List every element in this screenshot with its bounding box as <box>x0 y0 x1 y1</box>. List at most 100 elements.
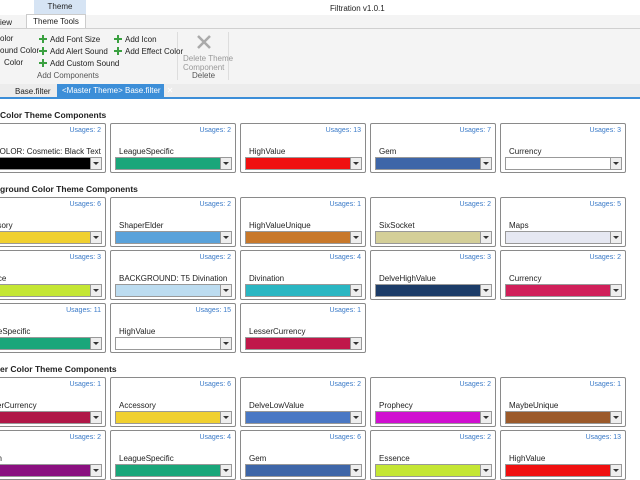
dropdown-button[interactable] <box>220 231 232 244</box>
card[interactable]: Usages: 4 LeagueSpecific <box>110 430 236 480</box>
usages-label: Usages: 1 <box>329 201 361 208</box>
color-swatch <box>505 464 611 477</box>
component-name: BACKGROUND: T5 Divination <box>119 274 228 283</box>
card[interactable]: Usages: 3 Currency <box>500 123 626 173</box>
card[interactable]: Usages: 2 DelveLowValue <box>240 377 366 427</box>
color-swatch <box>115 231 221 244</box>
section-title: er Color Theme Components <box>0 364 117 374</box>
card[interactable]: Usages: 5 Maps <box>500 197 626 247</box>
delete-button[interactable]: Delete Theme Component <box>183 54 233 72</box>
dropdown-button[interactable] <box>220 337 232 350</box>
card[interactable]: Usages: 3 DelveHighValue <box>370 250 496 300</box>
dropdown-button[interactable] <box>480 411 492 424</box>
card[interactable]: Usages: 2 ach <box>0 430 106 480</box>
usages-label: Usages: 6 <box>329 434 361 441</box>
doc-tab-active[interactable]: <Master Theme> Base.filter ✕ <box>57 84 173 97</box>
card[interactable]: Usages: 2 SixSocket <box>370 197 496 247</box>
label: Component <box>183 63 225 72</box>
ribbon-button[interactable]: Add Alert Sound <box>50 47 108 56</box>
ribbon-button[interactable]: Add Icon <box>125 35 157 44</box>
color-swatch <box>0 337 91 350</box>
usages-label: Usages: 3 <box>459 254 491 261</box>
usages-label: Usages: 15 <box>195 307 231 314</box>
delete-icon <box>196 34 212 50</box>
dropdown-button[interactable] <box>90 284 102 297</box>
dropdown-button[interactable] <box>90 464 102 477</box>
card[interactable]: Usages: 2 ShaperElder <box>110 197 236 247</box>
ribbon-button[interactable]: Add Effect Color <box>125 47 184 56</box>
card[interactable]: Usages: 6 Gem <box>240 430 366 480</box>
card[interactable]: Usages: 2 BACKGROUND: T5 Divination <box>110 250 236 300</box>
card[interactable]: Usages: 6 essory <box>0 197 106 247</box>
card[interactable]: Usages: 1 sserCurrency <box>0 377 106 427</box>
card[interactable]: Usages: 1 MaybeUnique <box>500 377 626 427</box>
card[interactable]: Usages: 2 Prophecy <box>370 377 496 427</box>
ribbon-tab[interactable]: Theme Tools <box>26 14 86 28</box>
dropdown-button[interactable] <box>220 411 232 424</box>
card[interactable]: Usages: 6 Accessory <box>110 377 236 427</box>
dropdown-button[interactable] <box>480 231 492 244</box>
card[interactable]: Usages: 2 TCOLOR: Cosmetic: Black Text <box>0 123 106 173</box>
plus-icon <box>114 47 122 55</box>
ribbon-button[interactable]: Add Font Size <box>50 35 101 44</box>
component-name: TCOLOR: Cosmetic: Black Text <box>0 147 101 156</box>
component-name: HighValueUnique <box>249 221 311 230</box>
component-name: sserCurrency <box>0 401 37 410</box>
dropdown-button[interactable] <box>610 157 622 170</box>
card[interactable]: Usages: 3 ence <box>0 250 106 300</box>
ribbon-button[interactable]: ound Color <box>0 46 40 55</box>
component-name: LesserCurrency <box>249 327 306 336</box>
dropdown-button[interactable] <box>90 157 102 170</box>
dropdown-button[interactable] <box>480 464 492 477</box>
close-icon[interactable]: ✕ <box>166 86 174 95</box>
dropdown-button[interactable] <box>220 284 232 297</box>
window-title: Filtration v1.0.1 <box>330 4 385 13</box>
dropdown-button[interactable] <box>350 464 362 477</box>
ribbon-button[interactable]: Color <box>4 58 24 67</box>
tab-line <box>0 28 640 29</box>
ribbon-button[interactable]: olor <box>0 34 14 43</box>
dropdown-button[interactable] <box>480 157 492 170</box>
dropdown-button[interactable] <box>90 411 102 424</box>
dropdown-button[interactable] <box>350 337 362 350</box>
usages-label: Usages: 7 <box>459 127 491 134</box>
component-name: ShaperElder <box>119 221 164 230</box>
dropdown-button[interactable] <box>350 284 362 297</box>
card[interactable]: Usages: 1 HighValueUnique <box>240 197 366 247</box>
dropdown-button[interactable] <box>220 157 232 170</box>
card[interactable]: Usages: 7 Gem <box>370 123 496 173</box>
card[interactable]: Usages: 2 Essence <box>370 430 496 480</box>
card[interactable]: Usages: 13 HighValue <box>500 430 626 480</box>
dropdown-button[interactable] <box>350 411 362 424</box>
group-label: Delete <box>192 71 216 80</box>
card[interactable]: Usages: 13 HighValue <box>240 123 366 173</box>
component-name: HighValue <box>509 454 546 463</box>
plus-icon <box>114 35 122 43</box>
dropdown-button[interactable] <box>90 231 102 244</box>
usages-label: Usages: 2 <box>199 127 231 134</box>
card[interactable]: Usages: 4 Divination <box>240 250 366 300</box>
card[interactable]: Usages: 1 LesserCurrency <box>240 303 366 353</box>
component-name: MaybeUnique <box>509 401 559 410</box>
dropdown-button[interactable] <box>610 231 622 244</box>
dropdown-button[interactable] <box>610 284 622 297</box>
dropdown-button[interactable] <box>610 464 622 477</box>
dropdown-button[interactable] <box>350 157 362 170</box>
dropdown-button[interactable] <box>90 337 102 350</box>
ribbon-button[interactable]: Add Custom Sound <box>50 59 120 68</box>
dropdown-button[interactable] <box>610 411 622 424</box>
usages-label: Usages: 3 <box>589 127 621 134</box>
usages-label: Usages: 11 <box>66 307 101 314</box>
color-swatch <box>0 284 91 297</box>
card[interactable]: Usages: 11 gueSpecific <box>0 303 106 353</box>
card[interactable]: Usages: 15 HighValue <box>110 303 236 353</box>
card[interactable]: Usages: 2 LeagueSpecific <box>110 123 236 173</box>
view-tab[interactable]: iew <box>0 18 13 27</box>
card[interactable]: Usages: 2 Currency <box>500 250 626 300</box>
component-name: Gem <box>249 454 267 463</box>
doc-tab[interactable]: Base.filter <box>15 87 51 96</box>
usages-label: Usages: 5 <box>589 201 621 208</box>
dropdown-button[interactable] <box>350 231 362 244</box>
dropdown-button[interactable] <box>220 464 232 477</box>
dropdown-button[interactable] <box>480 284 492 297</box>
